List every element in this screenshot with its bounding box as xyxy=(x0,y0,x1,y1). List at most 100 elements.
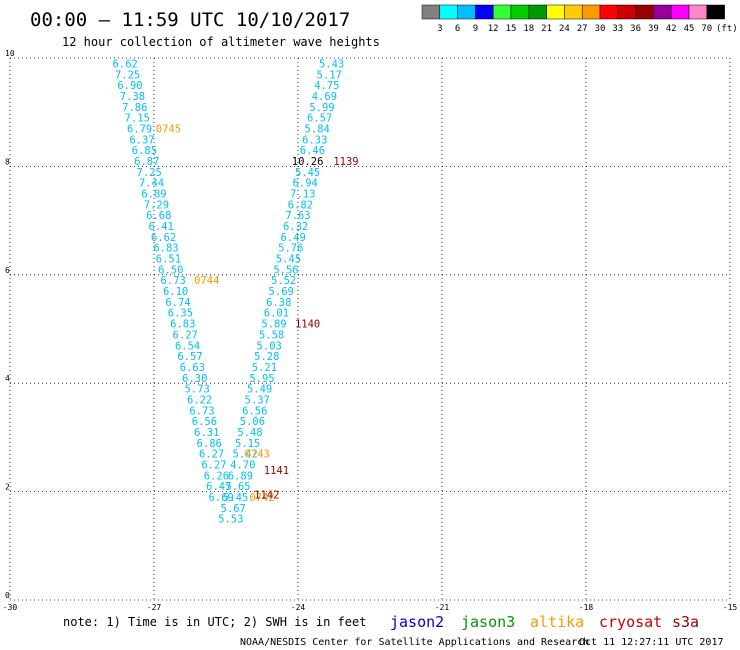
wave-height-label: 6.56 xyxy=(242,405,267,417)
legend-s3a: s3a xyxy=(672,613,699,631)
wave-height-label: 6.26 xyxy=(204,470,229,482)
colorbar-swatch xyxy=(457,4,476,20)
colorbar-swatch xyxy=(599,4,619,20)
wave-height-label: 5.45 xyxy=(295,167,320,179)
colorbar-label: 24 xyxy=(559,24,570,34)
footer-credit: NOAA/NESDIS Center for Satellite Applica… xyxy=(240,637,589,648)
wave-height-label: 7.29 xyxy=(144,199,169,211)
colorbar-swatch xyxy=(492,4,512,20)
wave-height-label: 6.49 xyxy=(281,232,306,244)
colorbar-swatch xyxy=(653,4,672,20)
colorbar-label: 18 xyxy=(523,24,534,34)
wave-height-label: 6.27 xyxy=(201,460,226,472)
x-tick-label: -21 xyxy=(435,603,450,612)
plot-grid xyxy=(9,57,731,601)
wave-height-label: 6.62 xyxy=(151,232,176,244)
wave-height-label: 6.89 xyxy=(141,189,166,201)
x-tick-label: -24 xyxy=(291,603,306,612)
wave-height-label: 5.56 xyxy=(273,264,298,276)
legend-altika: altika xyxy=(530,613,584,631)
wave-height-label: 5.21 xyxy=(252,362,277,374)
legend-cryosat: cryosat xyxy=(599,613,662,631)
wave-height-label: 5.03 xyxy=(257,340,282,352)
wave-height-label: 10.26 xyxy=(292,156,324,168)
wave-height-label: 6.57 xyxy=(177,351,202,363)
wave-height-label: 6.47 xyxy=(206,481,231,493)
wave-height-label: 6.51 xyxy=(156,254,181,266)
chart-title: 00:00 – 11:59 UTC 10/10/2017 xyxy=(30,9,350,31)
colorbar-swatch xyxy=(421,4,441,20)
legend-jason2: jason2 xyxy=(390,613,444,631)
colorbar-label: 45 xyxy=(684,24,695,34)
x-tick-label: -27 xyxy=(147,603,162,612)
wave-height-label: 5.76 xyxy=(278,243,303,255)
wave-height-label: 5.89 xyxy=(261,319,286,331)
wave-height-label: 4.75 xyxy=(314,80,339,92)
colorbar-swatch xyxy=(546,4,565,20)
colorbar-label: 15 xyxy=(506,24,517,34)
colorbar-swatch xyxy=(581,4,601,20)
wave-height-label: 5.67 xyxy=(221,503,246,515)
colorbar-label: 36 xyxy=(630,24,641,34)
wave-height-label: 6.31 xyxy=(194,427,219,439)
wave-height-label: 7.13 xyxy=(290,189,315,201)
colorbar-label: 3 xyxy=(437,24,442,34)
satellite-legend: jason2 jason3 altika cryosat s3a xyxy=(390,613,699,631)
wave-height-label: 5.69 xyxy=(269,286,294,298)
colorbar: 3 6 9 12 15 18 21 24 27 30 33 36 39 42 45 70 (ft) xyxy=(421,4,738,34)
wave-height-label: 7.63 xyxy=(285,210,310,222)
wave-height-label: 6.90 xyxy=(117,80,142,92)
legend-jason3: jason3 xyxy=(461,613,515,631)
wave-height-label: 6.82 xyxy=(288,199,313,211)
wave-height-label: 6.33 xyxy=(302,134,327,146)
wave-height-label: 5.15 xyxy=(235,438,260,450)
wave-height-label: 5.45 xyxy=(223,492,248,504)
colorbar-label: 21 xyxy=(541,24,552,34)
wave-height-label: 6.22 xyxy=(187,394,212,406)
colorbar-swatch xyxy=(439,4,458,20)
colorbar-swatch xyxy=(688,4,708,20)
y-tick-label: 10 xyxy=(5,49,15,58)
wave-height-label: 6.63 xyxy=(180,362,205,374)
colorbar-swatch xyxy=(528,4,547,20)
wave-height-label: 5.43 xyxy=(319,58,344,70)
colorbar-swatch xyxy=(510,4,530,20)
wave-height-label: 5.73 xyxy=(185,384,210,396)
wave-height-label: 6.46 xyxy=(300,145,325,157)
data-points: 6.627.256.907.387.867.156.796.376.856.87… xyxy=(113,58,359,525)
colorbar-label: 39 xyxy=(648,24,659,34)
colorbar-label: 27 xyxy=(577,24,588,34)
x-tick-label: -18 xyxy=(579,603,594,612)
wave-height-label: 6.79 xyxy=(127,123,152,135)
wave-height-label: 6.73 xyxy=(161,275,186,287)
wave-height-label: 5.06 xyxy=(240,416,265,428)
wave-height-label: 7.25 xyxy=(115,69,140,81)
wave-height-label: 6.27 xyxy=(173,329,198,341)
wave-height-label: 6.74 xyxy=(165,297,190,309)
wave-height-label: 5.99 xyxy=(309,102,334,114)
wave-height-label: 0744 xyxy=(194,275,219,287)
wave-height-label: 6.68 xyxy=(146,210,171,222)
colorbar-swatch xyxy=(670,4,690,20)
wave-height-label: 7.15 xyxy=(125,113,150,125)
wave-height-label: 5.65 xyxy=(225,481,250,493)
wave-height-label: 6.30 xyxy=(182,373,207,385)
wave-height-label: 5.48 xyxy=(237,427,262,439)
x-tick-label: -30 xyxy=(3,603,18,612)
wave-height-label: 6.62 xyxy=(113,58,138,70)
wave-height-label: 0745 xyxy=(156,123,181,135)
wave-height-label: 6.69 xyxy=(209,492,234,504)
wave-height-label: 1142 xyxy=(254,489,279,501)
y-tick-label: 2 xyxy=(5,483,10,492)
chart-subtitle: 12 hour collection of altimeter wave hei… xyxy=(62,35,380,49)
colorbar-swatch xyxy=(564,4,583,20)
wave-height-label: 6.85 xyxy=(132,145,157,157)
colorbar-label: 6 xyxy=(455,24,460,34)
wave-height-label: 6.32 xyxy=(283,221,308,233)
x-tick-label: -15 xyxy=(723,603,738,612)
wave-height-label: 1140 xyxy=(295,319,320,331)
wave-height-label: 5.84 xyxy=(305,123,330,135)
wave-height-label: 7.25 xyxy=(137,167,162,179)
colorbar-label: 9 xyxy=(473,24,478,34)
wave-height-label: 5.28 xyxy=(254,351,279,363)
